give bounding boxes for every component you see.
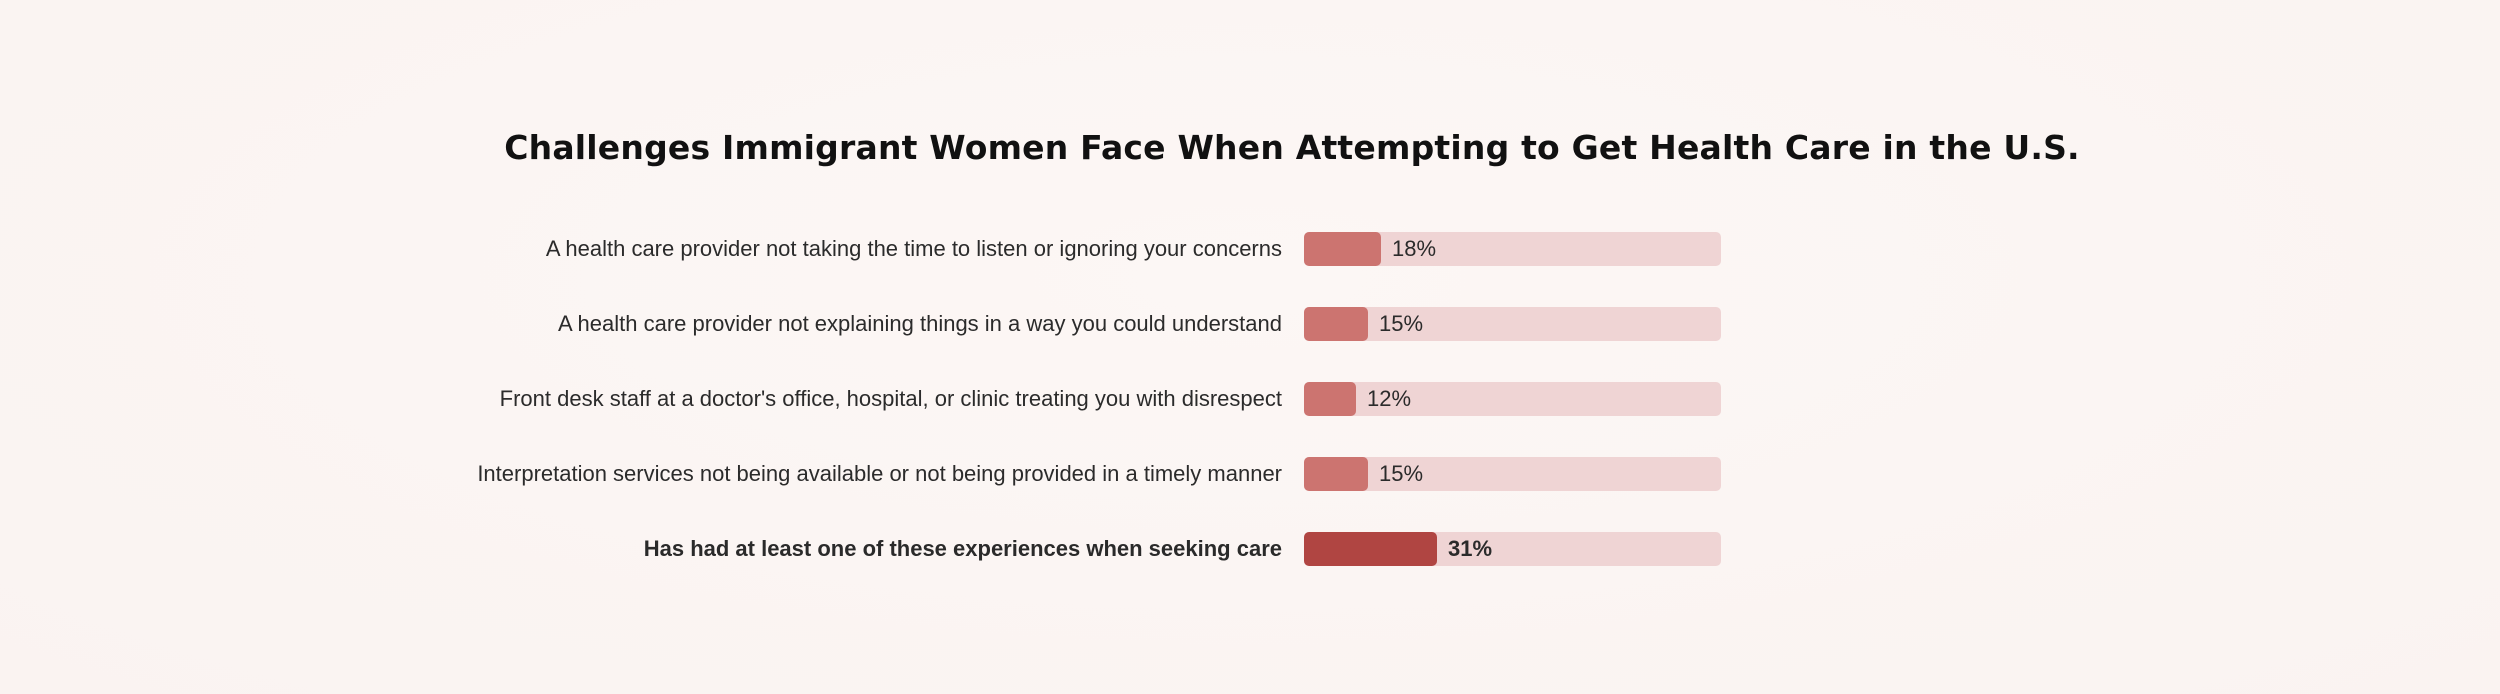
category-label: Interpretation services not being availa… xyxy=(477,461,1282,486)
value-label: 31% xyxy=(1448,536,1493,561)
category-label: A health care provider not explaining th… xyxy=(557,311,1282,336)
category-label: A health care provider not taking the ti… xyxy=(545,236,1282,261)
value-label: 12% xyxy=(1367,386,1412,411)
bar-track: 18% xyxy=(1304,232,1721,266)
category-label: Front desk staff at a doctor's office, h… xyxy=(499,386,1282,411)
bar-row: Has had at least one of these experience… xyxy=(0,532,2500,566)
bar-track: 31% xyxy=(1304,532,1721,566)
bar xyxy=(1304,532,1437,566)
bar-track: 12% xyxy=(1304,382,1721,416)
value-label: 18% xyxy=(1392,236,1437,261)
bar-row: Interpretation services not being availa… xyxy=(0,457,2500,491)
value-label: 15% xyxy=(1379,311,1424,336)
chart-title: Challenges Immigrant Women Face When Att… xyxy=(504,128,2080,167)
bar-track: 15% xyxy=(1304,307,1721,341)
bar-row: A health care provider not explaining th… xyxy=(0,307,2500,341)
value-label: 15% xyxy=(1379,461,1424,486)
bar xyxy=(1304,307,1368,341)
bar xyxy=(1304,457,1368,491)
bar-row: Front desk staff at a doctor's office, h… xyxy=(0,382,2500,416)
bar-track: 15% xyxy=(1304,457,1721,491)
bar xyxy=(1304,232,1381,266)
category-label: Has had at least one of these experience… xyxy=(643,536,1282,561)
bar-row: A health care provider not taking the ti… xyxy=(0,232,2500,266)
bar xyxy=(1304,382,1356,416)
